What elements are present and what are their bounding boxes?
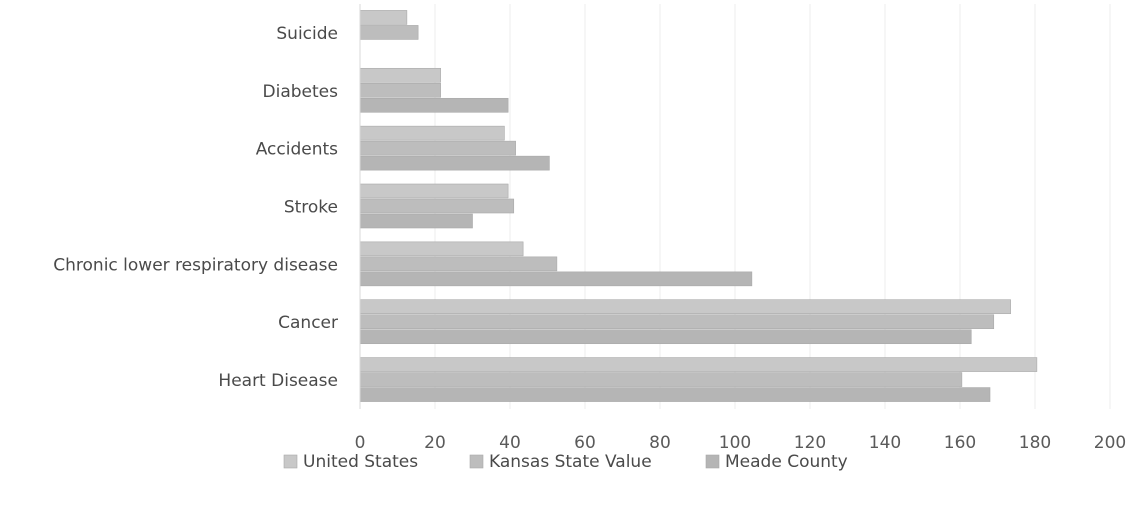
x-tick-label: 180 <box>1019 433 1051 453</box>
bar-kansas-state-value <box>359 372 963 387</box>
category-label: Heart Disease <box>218 371 338 391</box>
bar-united-states <box>359 125 505 141</box>
legend-swatch <box>469 454 484 469</box>
legend: United States Kansas State Value Meade Cou… <box>283 452 848 472</box>
category-label: Cancer <box>278 313 338 333</box>
x-tick-label: 0 <box>355 433 366 453</box>
x-tick-label: 120 <box>794 433 826 453</box>
x-tick-labels: 0 20 40 60 80 100 120 140 160 180 200 <box>355 433 1127 453</box>
x-tick-label: 80 <box>649 433 671 453</box>
bars <box>359 10 1038 402</box>
x-tick-label: 100 <box>719 433 751 453</box>
bar-united-states <box>359 10 408 25</box>
category-label: Suicide <box>276 24 338 44</box>
legend-label: Kansas State Value <box>489 452 652 472</box>
bar-united-states <box>359 299 1011 315</box>
x-tick-label: 160 <box>944 433 976 453</box>
bar-united-states <box>359 241 524 257</box>
bar-meade-county <box>359 97 509 113</box>
bar-kansas-state-value <box>359 198 515 214</box>
x-tick-label: 20 <box>424 433 446 453</box>
legend-label: United States <box>303 452 418 472</box>
bar-meade-county <box>359 271 753 287</box>
category-label: Diabetes <box>263 82 339 102</box>
category-label: Chronic lower respiratory disease <box>53 255 338 275</box>
bar-united-states <box>359 67 441 83</box>
bar-meade-county <box>359 387 991 402</box>
bar-meade-county <box>359 329 972 345</box>
bar-kansas-state-value <box>359 25 419 40</box>
x-tick-label: 140 <box>869 433 901 453</box>
bar-kansas-state-value <box>359 140 516 156</box>
bar-united-states <box>359 183 509 199</box>
bar-united-states <box>359 357 1038 372</box>
legend-swatch <box>283 454 298 469</box>
x-tick-label: 40 <box>499 433 521 453</box>
category-labels: Suicide Diabetes Accidents Stroke Chronic lo… <box>53 24 338 391</box>
category-label: Accidents <box>256 140 338 160</box>
bar-meade-county <box>359 213 473 229</box>
legend-label: Meade County <box>725 452 848 472</box>
x-tick-label: 200 <box>1094 433 1126 453</box>
bar-kansas-state-value <box>359 314 995 330</box>
x-tick-label: 60 <box>574 433 596 453</box>
bar-meade-county <box>359 155 550 171</box>
bar-kansas-state-value <box>359 82 441 98</box>
legend-swatch <box>705 454 720 469</box>
category-label: Stroke <box>284 198 338 218</box>
bar-kansas-state-value <box>359 256 558 272</box>
